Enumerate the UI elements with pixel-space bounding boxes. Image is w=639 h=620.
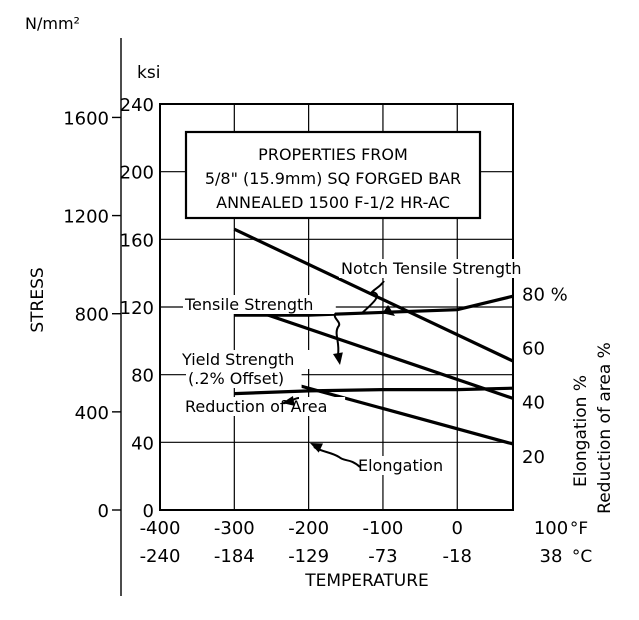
- series-label-bg: [186, 369, 302, 388]
- series-label-bg: [183, 397, 346, 416]
- series-label-bg: [180, 350, 315, 369]
- f-tick-label: -300: [214, 518, 255, 539]
- plot-frame: [159, 103, 514, 511]
- f-tick-label: 100: [534, 518, 568, 539]
- tick-and-axis-labels: 040080012001600N/mm²04080120160200240ksi…: [25, 14, 615, 591]
- c-tick-label: -18: [443, 546, 472, 567]
- series-line-elongation: [234, 386, 514, 396]
- si-tick-label: 1200: [63, 207, 109, 228]
- series-line-notch-tensile-strength: [233, 227, 514, 363]
- si-tick-label: 800: [75, 305, 109, 326]
- series-label: Notch Tensile Strength: [341, 259, 521, 278]
- ksi-tick-label: 160: [120, 230, 154, 251]
- si-tick-label: 0: [98, 501, 109, 522]
- annotation-arrow: [313, 446, 361, 468]
- c-tick-label: 38: [540, 546, 563, 567]
- f-tick-label: -100: [363, 518, 404, 539]
- annotations: Notch Tensile Strength Tensile Strength Yi…: [180, 130, 548, 475]
- arrow-head-icon: [332, 352, 343, 365]
- title-box-line: 5/8" (15.9mm) SQ FORGED BAR: [205, 169, 461, 188]
- si-unit-label: N/mm²: [25, 14, 80, 33]
- plot-axes: [112, 38, 514, 596]
- f-unit-label: °F: [570, 519, 588, 539]
- series-line-tensile-strength: [233, 302, 514, 400]
- c-tick-label: -129: [288, 546, 329, 567]
- c-tick-label: -184: [214, 546, 255, 567]
- ksi-tick-label: 40: [131, 433, 154, 454]
- elongation-axis-label: Elongation %: [571, 375, 591, 487]
- title-box-line: ANNEALED 1500 F-1/2 HR-AC: [216, 193, 450, 212]
- f-tick-label: 0: [452, 518, 463, 539]
- series-label: Tensile Strength: [184, 295, 313, 314]
- c-tick-label: -73: [368, 546, 397, 567]
- data-series: [233, 227, 514, 446]
- series-label-bg: [356, 456, 453, 475]
- ksi-tick-label: 120: [120, 298, 154, 319]
- arrow-head-icon: [282, 395, 295, 406]
- series-label: (.2% Offset): [188, 369, 284, 388]
- f-tick-label: -400: [140, 518, 181, 539]
- title-box-line: PROPERTIES FROM: [258, 145, 408, 164]
- series-label: Yield Strength: [181, 350, 294, 369]
- title-box: [184, 130, 482, 220]
- x-axis-label: TEMPERATURE: [304, 571, 429, 591]
- ksi-unit-label: ksi: [137, 63, 160, 83]
- percent-tick-label: 60: [522, 339, 545, 360]
- percent-tick-label: 20: [522, 447, 545, 468]
- y-axis-label: STRESS: [28, 267, 48, 332]
- reduction-axis-label: Reduction of area %: [595, 342, 615, 514]
- c-tick-label: -240: [140, 546, 181, 567]
- percent-tick-label: 40: [522, 393, 545, 414]
- arrow-head-icon: [382, 305, 395, 316]
- si-tick-label: 400: [75, 403, 109, 424]
- series-label: Elongation: [358, 456, 443, 475]
- ksi-tick-label: 240: [120, 95, 154, 116]
- series-label: Reduction of Area: [185, 397, 327, 416]
- series-label-bg: [183, 295, 336, 314]
- percent-tick-label: 80 %: [522, 284, 568, 305]
- annotation-arrow: [361, 280, 385, 314]
- ksi-tick-label: 0: [143, 501, 154, 522]
- ksi-tick-label: 80: [131, 366, 154, 387]
- f-tick-label: -200: [288, 518, 329, 539]
- series-label-bg: [339, 259, 548, 278]
- c-unit-label: °C: [572, 547, 592, 567]
- si-tick-label: 1600: [63, 108, 109, 129]
- annotation-arrow: [333, 312, 341, 356]
- arrow-head-icon: [310, 443, 323, 453]
- ksi-tick-label: 200: [120, 163, 154, 184]
